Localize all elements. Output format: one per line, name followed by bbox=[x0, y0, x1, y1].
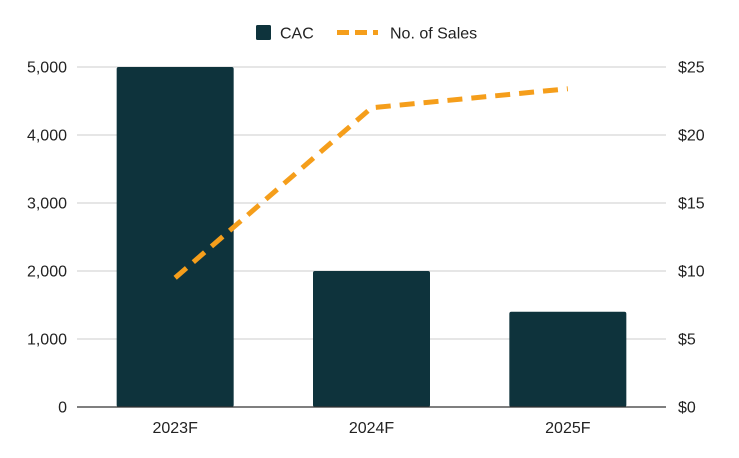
left-tick-label: 5,000 bbox=[27, 60, 67, 77]
bar-2023f bbox=[116, 67, 234, 407]
left-tick-label: 2,000 bbox=[27, 264, 67, 281]
left-tick-label: 1,000 bbox=[27, 332, 67, 349]
right-tick-label: $15 bbox=[678, 196, 705, 213]
left-tick-label: 3,000 bbox=[27, 196, 67, 213]
x-tick-label: 2025F bbox=[545, 420, 591, 437]
right-y-axis: $0 $5 $10 $15 $20 $25 bbox=[678, 60, 705, 417]
bar-2024f bbox=[313, 271, 430, 407]
line-series-no-of-sales bbox=[173, 86, 569, 280]
right-tick-label: $10 bbox=[678, 264, 705, 281]
left-y-axis: 0 1,000 2,000 3,000 4,000 5,000 bbox=[27, 60, 67, 417]
legend-label-cac: CAC bbox=[280, 26, 314, 43]
right-tick-label: $20 bbox=[678, 128, 705, 145]
bar-series-cac bbox=[116, 67, 627, 407]
x-axis-labels: 2023F 2024F 2025F bbox=[152, 420, 590, 437]
right-tick-label: $25 bbox=[678, 60, 705, 77]
x-tick-label: 2024F bbox=[349, 420, 395, 437]
right-tick-label: $5 bbox=[678, 332, 696, 349]
legend-swatch-cac bbox=[256, 25, 271, 40]
legend-label-no-of-sales: No. of Sales bbox=[390, 26, 477, 43]
x-tick-label: 2023F bbox=[152, 420, 198, 437]
left-tick-label: 4,000 bbox=[27, 128, 67, 145]
line-no-of-sales bbox=[173, 86, 569, 280]
legend: CAC No. of Sales bbox=[256, 25, 477, 43]
left-tick-label: 0 bbox=[58, 400, 67, 417]
right-tick-label: $0 bbox=[678, 400, 696, 417]
bar-2025f bbox=[509, 311, 627, 407]
